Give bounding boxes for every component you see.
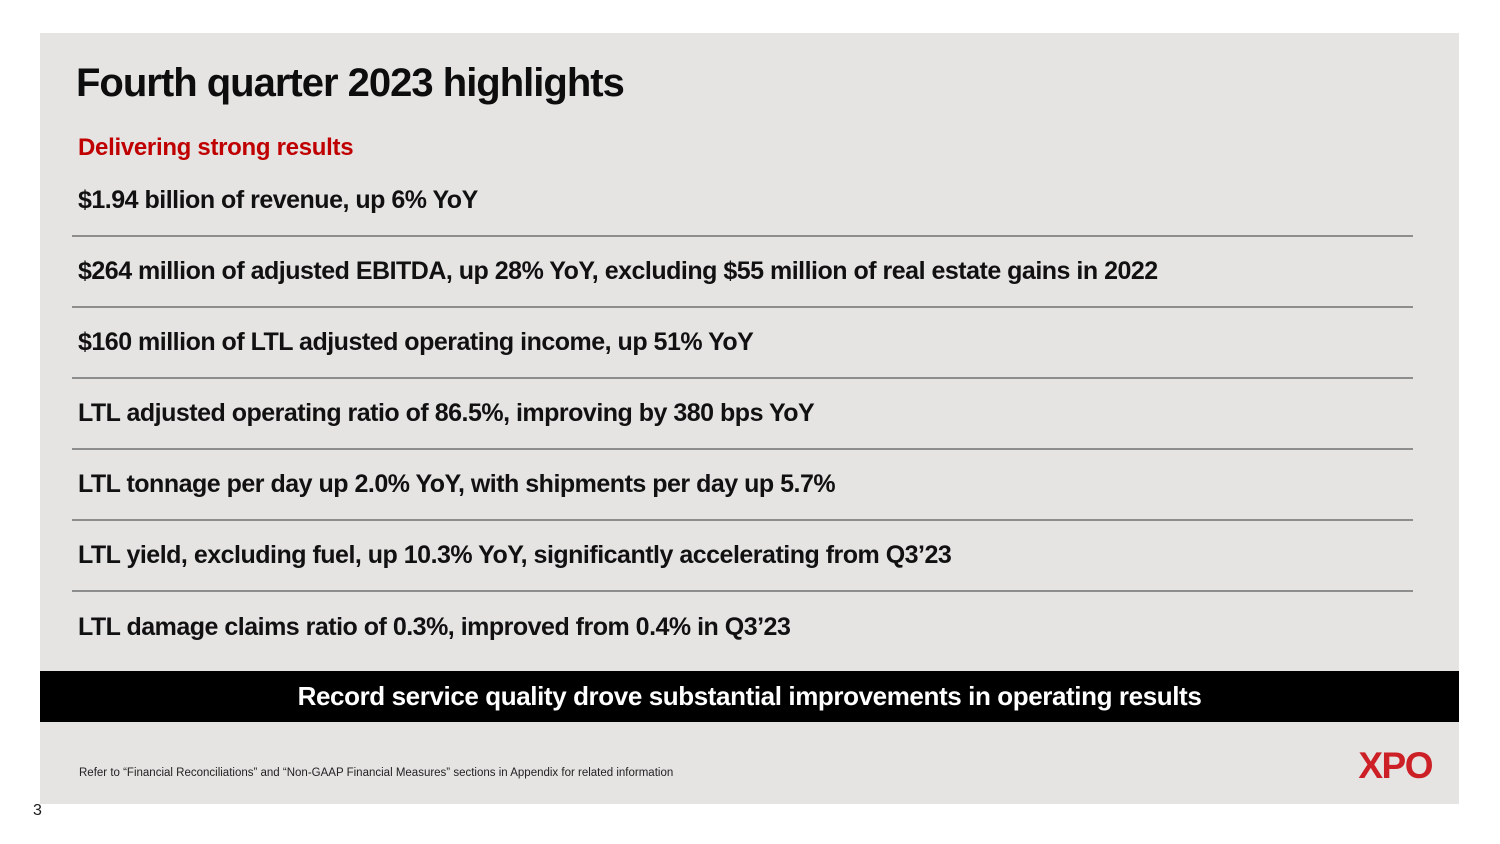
takeaway-banner-text: Record service quality drove substantial… (297, 681, 1202, 711)
list-item: LTL adjusted operating ratio of 86.5%, i… (72, 379, 1413, 450)
list-item: $264 million of adjusted EBITDA, up 28% … (72, 237, 1413, 308)
list-item: LTL damage claims ratio of 0.3%, improve… (72, 592, 1413, 663)
list-item: $1.94 billion of revenue, up 6% YoY (72, 166, 1413, 237)
highlight-adjusted-ebitda: $264 million of adjusted EBITDA, up 28% … (78, 257, 1158, 285)
xpo-logo: XPO (1358, 745, 1433, 786)
slide-canvas: Fourth quarter 2023 highlights Deliverin… (40, 33, 1459, 804)
footnote: Refer to “Financial Reconciliations” and… (79, 767, 674, 779)
highlight-ltl-operating-ratio: LTL adjusted operating ratio of 86.5%, i… (78, 399, 815, 427)
slide-title: Fourth quarter 2023 highlights (76, 61, 625, 105)
highlight-ltl-yield: LTL yield, excluding fuel, up 10.3% YoY,… (78, 541, 952, 569)
highlight-ltl-operating-income: $160 million of LTL adjusted operating i… (78, 328, 754, 356)
page-number: 3 (33, 802, 42, 819)
slide-subtitle: Delivering strong results (78, 134, 354, 161)
highlights-list: $1.94 billion of revenue, up 6% YoY $264… (72, 166, 1413, 663)
highlight-revenue: $1.94 billion of revenue, up 6% YoY (78, 186, 478, 214)
highlight-ltl-tonnage: LTL tonnage per day up 2.0% YoY, with sh… (78, 470, 836, 498)
list-item: $160 million of LTL adjusted operating i… (72, 308, 1413, 379)
list-item: LTL yield, excluding fuel, up 10.3% YoY,… (72, 521, 1413, 592)
takeaway-banner: Record service quality drove substantial… (40, 671, 1459, 722)
highlight-ltl-damage-claims: LTL damage claims ratio of 0.3%, improve… (78, 613, 791, 641)
list-item: LTL tonnage per day up 2.0% YoY, with sh… (72, 450, 1413, 521)
